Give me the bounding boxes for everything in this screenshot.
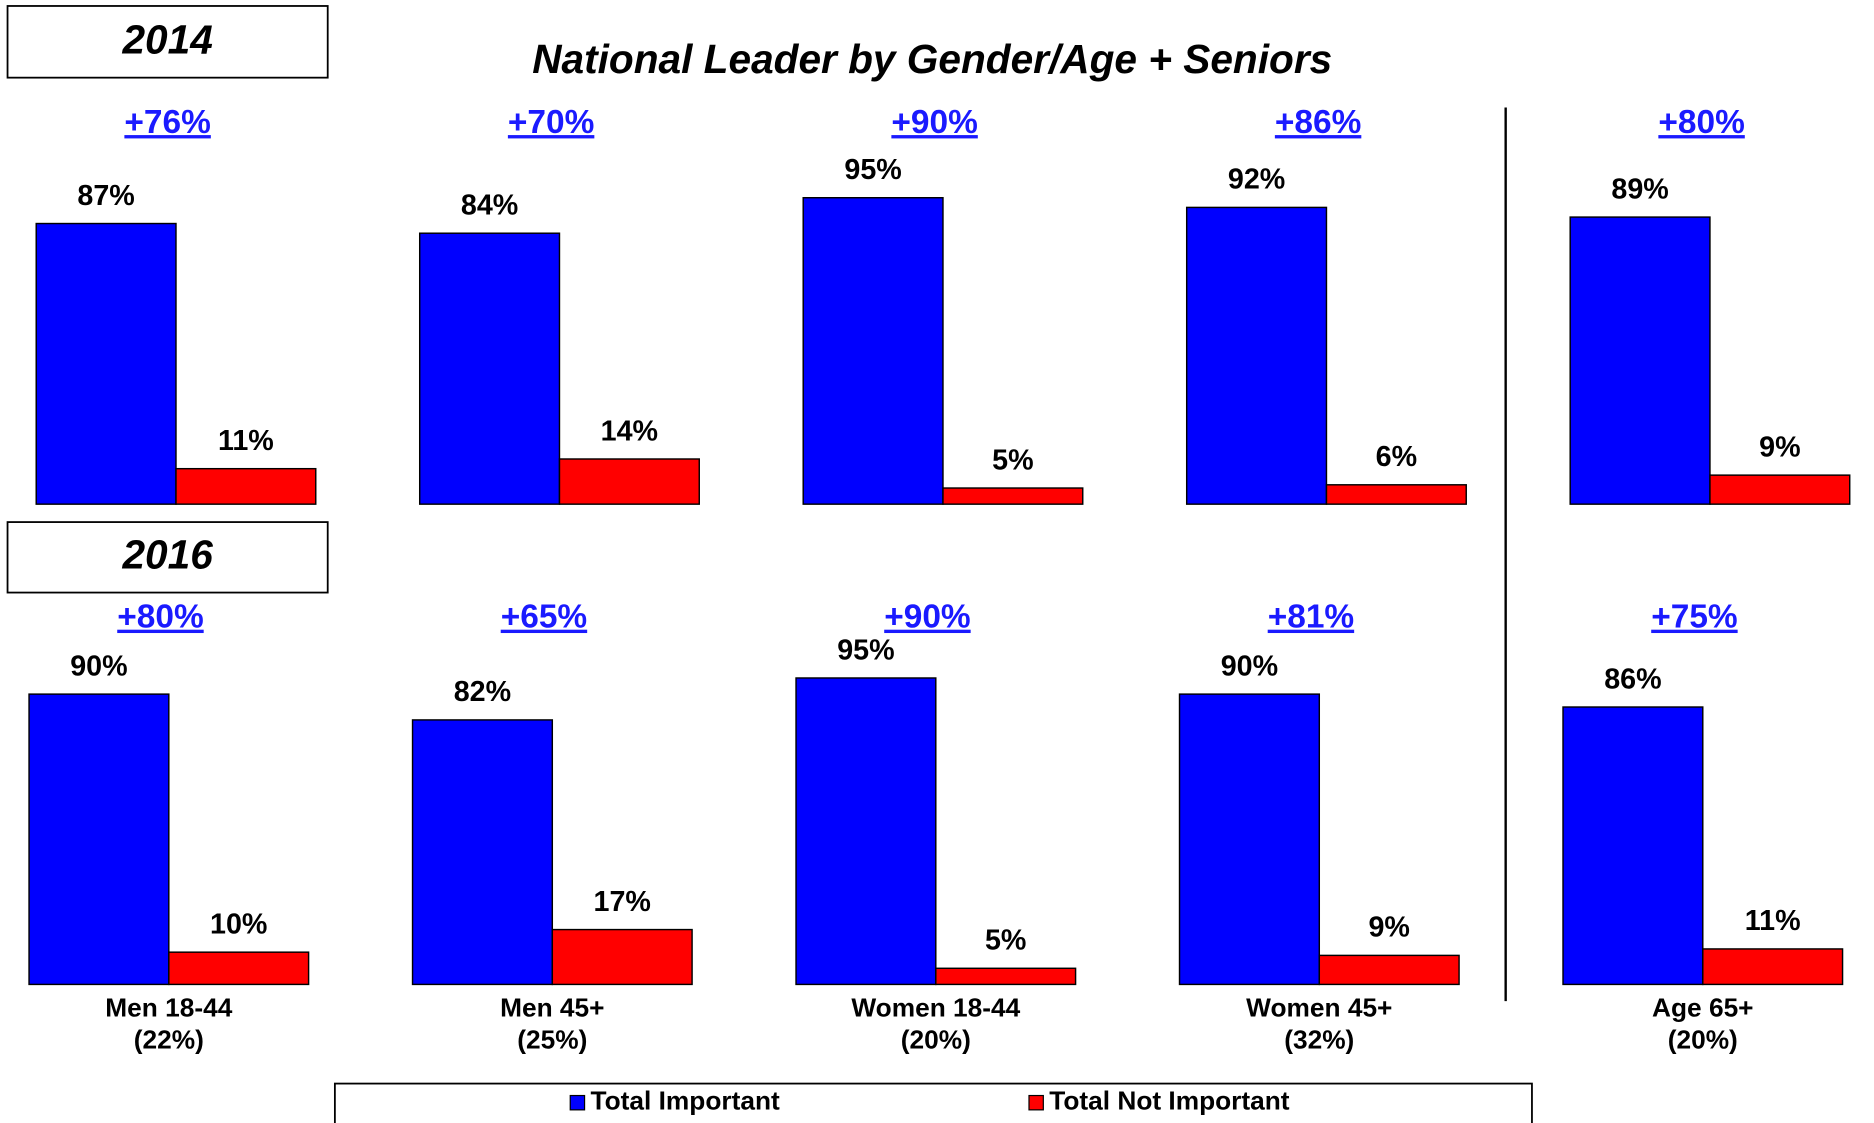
category-note: (20%) bbox=[1668, 1025, 1738, 1055]
bar bbox=[1318, 954, 1460, 986]
value-label: 5% bbox=[992, 444, 1033, 476]
bar bbox=[1562, 706, 1704, 986]
difference-label: +76% bbox=[124, 104, 210, 141]
bar bbox=[35, 222, 177, 505]
bar bbox=[411, 719, 554, 986]
bar bbox=[1325, 484, 1467, 505]
bar bbox=[795, 677, 937, 986]
value-label: 92% bbox=[1228, 164, 1285, 196]
category-label: Men 45+ bbox=[500, 992, 604, 1022]
legend-swatch bbox=[569, 1094, 586, 1111]
value-label: 14% bbox=[601, 415, 658, 447]
difference-label: +75% bbox=[1651, 599, 1737, 636]
category-label: Age 65+ bbox=[1652, 992, 1753, 1022]
category-note: (25%) bbox=[517, 1025, 587, 1055]
value-label: 17% bbox=[594, 886, 651, 918]
value-label: 5% bbox=[985, 925, 1026, 957]
bar bbox=[551, 928, 693, 986]
value-label: 11% bbox=[1745, 905, 1801, 937]
value-label: 87% bbox=[77, 180, 134, 212]
bar bbox=[558, 458, 700, 505]
difference-label: +86% bbox=[1275, 104, 1361, 141]
difference-label: +80% bbox=[1658, 104, 1744, 141]
value-label: 82% bbox=[454, 676, 511, 708]
value-label: 9% bbox=[1368, 912, 1409, 944]
year-label: 2014 bbox=[121, 17, 212, 63]
chart-title: National Leader by Gender/Age + Seniors bbox=[532, 36, 1332, 82]
bar bbox=[1709, 474, 1851, 505]
legend-label: Total Important bbox=[591, 1086, 780, 1116]
bar bbox=[942, 487, 1084, 505]
bar bbox=[418, 232, 561, 505]
category-label: Women 18-44 bbox=[851, 992, 1020, 1022]
value-label: 95% bbox=[837, 634, 894, 666]
bar bbox=[168, 951, 310, 986]
category-label: Women 45+ bbox=[1246, 992, 1392, 1022]
difference-label: +65% bbox=[501, 599, 587, 636]
difference-label: +80% bbox=[117, 599, 203, 636]
bar bbox=[1185, 206, 1328, 505]
category-note: (20%) bbox=[901, 1025, 971, 1055]
value-label: 90% bbox=[70, 650, 127, 682]
bar bbox=[935, 967, 1077, 986]
value-label: 6% bbox=[1376, 441, 1417, 473]
value-label: 95% bbox=[844, 154, 901, 186]
value-label: 11% bbox=[218, 425, 274, 457]
value-label: 84% bbox=[461, 189, 518, 221]
value-label: 9% bbox=[1759, 431, 1800, 463]
bar bbox=[1569, 216, 1711, 505]
bar bbox=[1178, 693, 1321, 986]
difference-label: +90% bbox=[884, 599, 970, 636]
year-label: 2016 bbox=[121, 532, 213, 578]
legend-swatch bbox=[1028, 1094, 1044, 1111]
difference-label: +81% bbox=[1268, 599, 1354, 636]
difference-label: +70% bbox=[508, 104, 594, 141]
value-label: 90% bbox=[1221, 650, 1278, 682]
category-note: (22%) bbox=[134, 1025, 204, 1055]
bar bbox=[802, 197, 944, 505]
year-box bbox=[6, 5, 329, 79]
category-label: Men 18-44 bbox=[105, 992, 232, 1022]
bar bbox=[1702, 948, 1844, 986]
legend-label: Total Not Important bbox=[1049, 1086, 1290, 1116]
bar bbox=[175, 467, 317, 505]
bar bbox=[28, 693, 170, 986]
category-note: (32%) bbox=[1284, 1025, 1354, 1055]
difference-label: +90% bbox=[891, 104, 977, 141]
legend-box bbox=[333, 1082, 1533, 1123]
value-label: 89% bbox=[1611, 173, 1668, 205]
year-box bbox=[6, 521, 329, 594]
value-label: 86% bbox=[1604, 663, 1661, 695]
value-label: 10% bbox=[210, 908, 267, 940]
